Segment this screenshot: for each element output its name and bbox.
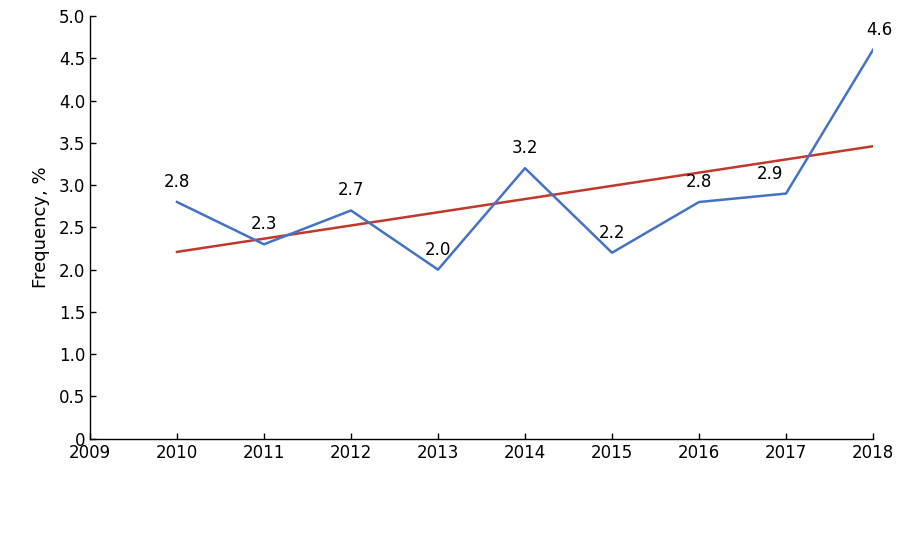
Text: 4.6: 4.6 [866, 21, 892, 39]
Text: 2.8: 2.8 [686, 173, 712, 191]
Text: 2.9: 2.9 [757, 165, 784, 182]
Text: 2.0: 2.0 [425, 241, 451, 258]
Text: 2.2: 2.2 [598, 224, 625, 242]
Text: 3.2: 3.2 [512, 139, 538, 157]
Text: 2.7: 2.7 [338, 181, 364, 200]
Text: 2.3: 2.3 [251, 215, 277, 233]
Y-axis label: Frequency, %: Frequency, % [32, 166, 50, 288]
Text: 2.8: 2.8 [164, 173, 190, 191]
